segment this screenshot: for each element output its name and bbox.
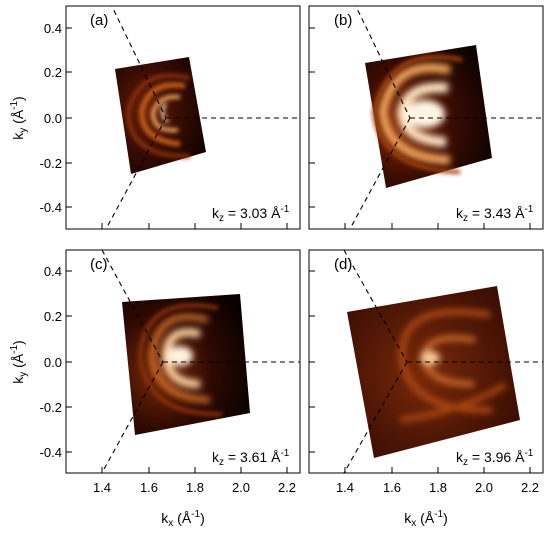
panel-d-letter: (d) bbox=[334, 256, 352, 273]
x-tick-labels-right: 1.4 1.6 1.8 2.0 2.2 bbox=[336, 480, 539, 495]
panel-b: (b) kz = 3.43 Å-1 bbox=[308, 5, 544, 230]
y-tick-labels-top: 0.4 0.2 0.0 -0.2 -0.4 bbox=[40, 21, 62, 215]
y-axis-label-top: ky (Å-1) bbox=[9, 96, 29, 139]
panel-b-heatmap bbox=[365, 45, 492, 188]
svg-text:2.0: 2.0 bbox=[475, 480, 493, 495]
panel-c-kz-label: kz = 3.61 Å-1 bbox=[212, 448, 290, 468]
panel-a-letter: (a) bbox=[90, 12, 108, 29]
svg-text:0.4: 0.4 bbox=[44, 21, 62, 36]
panel-b-x-ticks bbox=[344, 223, 531, 229]
svg-text:1.8: 1.8 bbox=[429, 480, 447, 495]
svg-text:1.6: 1.6 bbox=[140, 480, 158, 495]
panel-c-y-ticks bbox=[66, 270, 72, 453]
panel-d-kz-label: kz = 3.96 Å-1 bbox=[456, 448, 534, 468]
panel-b-zone-boundary-upper bbox=[355, 6, 411, 119]
svg-text:0.2: 0.2 bbox=[44, 65, 62, 80]
svg-text:1.6: 1.6 bbox=[383, 480, 401, 495]
panel-d: (d) kz = 3.96 Å-1 bbox=[308, 249, 544, 474]
panel-c-zone-boundary-lower bbox=[101, 361, 164, 473]
svg-text:0.0: 0.0 bbox=[44, 111, 62, 126]
y-axis-label-bottom: ky (Å-1) bbox=[9, 340, 29, 383]
svg-text:-0.2: -0.2 bbox=[40, 156, 62, 171]
panel-d-zone-boundary-lower bbox=[343, 361, 408, 473]
panel-c-letter: (c) bbox=[90, 256, 108, 273]
svg-text:0.4: 0.4 bbox=[44, 264, 62, 279]
panel-a-zone-boundary-upper bbox=[111, 6, 167, 119]
panel-a-y-ticks bbox=[66, 27, 72, 208]
svg-text:-0.2: -0.2 bbox=[40, 400, 62, 415]
x-axis-label-left: kx (Å-1) bbox=[161, 509, 204, 529]
svg-text:2.0: 2.0 bbox=[232, 480, 250, 495]
panel-b-y-ticks bbox=[309, 27, 315, 208]
panel-b-letter: (b) bbox=[334, 12, 352, 29]
y-tick-labels-bottom: 0.4 0.2 0.0 -0.2 -0.4 bbox=[40, 264, 62, 460]
svg-text:0.0: 0.0 bbox=[44, 355, 62, 370]
panel-c-zone-boundary-upper bbox=[101, 250, 164, 363]
svg-text:0.2: 0.2 bbox=[44, 309, 62, 324]
panel-c-x-ticks bbox=[101, 467, 288, 473]
svg-text:-0.4: -0.4 bbox=[40, 445, 62, 460]
svg-text:2.2: 2.2 bbox=[521, 480, 539, 495]
panel-c: (c) kz = 3.61 Å-1 bbox=[65, 249, 301, 474]
panel-a-x-ticks bbox=[101, 223, 288, 229]
panel-a-kz-label: kz = 3.03 Å-1 bbox=[212, 204, 290, 224]
svg-text:1.8: 1.8 bbox=[186, 480, 204, 495]
panel-d-heatmap bbox=[347, 286, 520, 458]
panel-a-heatmap bbox=[115, 57, 206, 174]
svg-text:1.4: 1.4 bbox=[93, 480, 111, 495]
svg-text:2.2: 2.2 bbox=[278, 480, 296, 495]
svg-text:-0.4: -0.4 bbox=[40, 200, 62, 215]
x-axis-label-right: kx (Å-1) bbox=[404, 509, 447, 529]
panel-c-heatmap bbox=[122, 294, 250, 435]
panel-b-kz-label: kz = 3.43 Å-1 bbox=[456, 204, 534, 224]
panel-d-x-ticks bbox=[344, 467, 531, 473]
panel-d-y-ticks bbox=[309, 270, 315, 453]
svg-text:1.4: 1.4 bbox=[336, 480, 354, 495]
panel-d-zone-boundary-upper bbox=[343, 250, 408, 363]
panel-a: (a) kz = 3.03 Å-1 bbox=[65, 5, 301, 230]
x-tick-labels-left: 1.4 1.6 1.8 2.0 2.2 bbox=[93, 480, 296, 495]
